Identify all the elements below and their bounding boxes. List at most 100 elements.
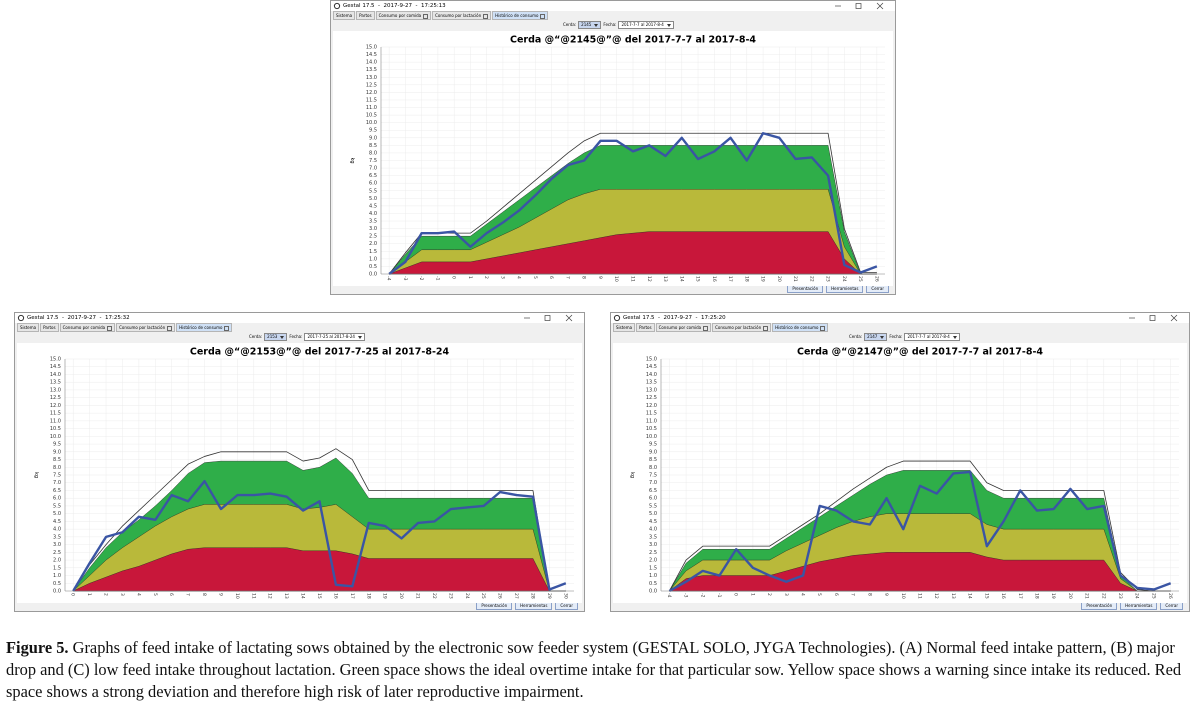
tab[interactable]: Consumo por comida — [59, 323, 116, 332]
tab-close[interactable] — [763, 325, 769, 331]
x-tick-label: 10 — [234, 593, 240, 599]
y-tick-label: 13.5 — [50, 380, 61, 386]
y-tick-label: 6.5 — [649, 488, 657, 494]
tab[interactable]: Partos — [356, 11, 375, 20]
x-tick-label: 6 — [833, 593, 839, 596]
button[interactable]: Presentación — [476, 602, 513, 610]
x-tick-label: 9 — [217, 593, 223, 596]
tab-label: Partos — [639, 325, 652, 330]
button[interactable]: Cerrar — [555, 602, 578, 610]
window-controls — [835, 2, 884, 10]
tab-close[interactable] — [167, 325, 173, 331]
tab-close[interactable] — [703, 325, 709, 331]
tab[interactable]: Consumo por lactación — [432, 11, 492, 20]
y-tick-label: 9.5 — [369, 128, 377, 134]
button[interactable]: Cerrar — [866, 285, 889, 293]
sow-select[interactable]: 2147 — [864, 333, 888, 341]
tab-close[interactable] — [483, 13, 489, 19]
y-tick-label: 1.5 — [369, 249, 377, 255]
x-tick-label: 25 — [857, 276, 863, 282]
x-tick-label: 2 — [103, 593, 109, 596]
x-tick-label: 26 — [497, 593, 503, 599]
y-tick-label: 6.0 — [649, 496, 657, 502]
close-button[interactable] — [565, 314, 573, 322]
tab-label: Sistema — [20, 325, 37, 330]
maximize-button[interactable] — [855, 3, 862, 9]
tab-close[interactable] — [540, 13, 546, 19]
y-tick-label: 13.5 — [646, 380, 657, 386]
tab-close[interactable] — [423, 13, 429, 19]
y-tick-label: 10.0 — [50, 434, 61, 440]
date-select[interactable]: 2017-7-25 al 2017-8-24 — [304, 333, 365, 341]
tab-label: Consumo por comida — [62, 325, 106, 330]
close-stroke — [1170, 314, 1178, 322]
tab[interactable]: Histórico de consumo — [176, 323, 233, 332]
y-tick-label: 5.5 — [649, 503, 657, 509]
y-tick-label: 2.5 — [369, 234, 377, 240]
sow-select[interactable]: 2145 — [578, 21, 602, 29]
x-tick-label: 20 — [398, 593, 404, 599]
y-tick-label: 11.0 — [646, 418, 657, 424]
x-tick-label: 16 — [332, 593, 338, 599]
date-select[interactable]: 2017-7-7 al 2017-8-4 — [618, 21, 674, 29]
window-title: Gestal 17.5 - 2017-9-27 - 17:25:13 — [343, 3, 446, 9]
sow-select[interactable]: 2153 — [264, 333, 288, 341]
close-button[interactable] — [876, 2, 884, 10]
y-tick-label: 9.0 — [53, 449, 61, 455]
dropdown-arrow — [666, 23, 671, 27]
tab-close[interactable] — [107, 325, 113, 331]
tab[interactable]: Consumo por comida — [655, 323, 712, 332]
x-tick-label: 17 — [349, 593, 355, 599]
button[interactable]: Herramientas — [1120, 602, 1158, 610]
y-tick-label: 14.0 — [366, 60, 377, 66]
x-tick-label: 20 — [776, 276, 782, 282]
close-button[interactable] — [1170, 314, 1178, 322]
figure-caption: Figure 5. Graphs of feed intake of lacta… — [6, 637, 1196, 703]
date-select[interactable]: 2017-7-7 al 2017-8-4 — [904, 333, 960, 341]
tab-strip: Sistema Partos Consumo por comida Consumo p… — [613, 323, 829, 332]
y-tick-label: 5.0 — [649, 511, 657, 517]
date-label: Fecha: — [889, 334, 903, 339]
x-tick-label: 22 — [808, 276, 814, 282]
button[interactable]: Presentación — [787, 285, 824, 293]
tab[interactable]: Sistema — [613, 323, 636, 332]
x-tick-label: 18 — [365, 593, 371, 599]
dropdown-arrow — [357, 335, 362, 339]
button[interactable]: Herramientas — [826, 285, 864, 293]
tab-close[interactable] — [224, 325, 230, 331]
tab[interactable]: Histórico de consumo — [492, 11, 549, 20]
tab[interactable]: Sistema — [333, 11, 356, 20]
y-tick-label: 1.5 — [649, 565, 657, 571]
maximize-button[interactable] — [544, 315, 551, 321]
button[interactable]: Herramientas — [515, 602, 553, 610]
y-tick-label: 3.5 — [649, 534, 657, 540]
y-tick-label: 4.5 — [369, 203, 377, 209]
icon-ring — [613, 314, 621, 322]
tab-label: Partos — [43, 325, 56, 330]
tab[interactable]: Consumo por comida — [375, 11, 432, 20]
x-tick-label: 12 — [646, 276, 652, 282]
y-tick-label: 11.5 — [646, 411, 657, 417]
date-value: 2017-7-7 al 2017-8-4 — [907, 334, 950, 339]
button[interactable]: Presentación — [1081, 602, 1118, 610]
tab[interactable]: Consumo por lactación — [712, 323, 772, 332]
tab[interactable]: Partos — [40, 323, 59, 332]
x-tick-label: -1 — [434, 276, 440, 281]
x-tick-label: 4 — [800, 593, 806, 596]
intake-line — [668, 470, 1172, 593]
button[interactable]: Cerrar — [1160, 602, 1183, 610]
app-icon — [613, 314, 621, 322]
tab[interactable]: Consumo por lactación — [116, 323, 176, 332]
tab[interactable]: Sistema — [17, 323, 40, 332]
x-tick-label: 3 — [119, 593, 125, 596]
app-icon — [17, 314, 25, 322]
tab[interactable]: Partos — [636, 323, 655, 332]
y-tick-label: 5.0 — [53, 511, 61, 517]
title-bar: Gestal 17.5 - 2017-9-27 - 17:25:32 — [15, 313, 584, 323]
x-tick-label: 21 — [415, 593, 421, 599]
x-tick-label: 17 — [1017, 593, 1023, 599]
tab[interactable]: Histórico de consumo — [772, 323, 829, 332]
tab-label: Sistema — [336, 13, 353, 18]
maximize-button[interactable] — [1149, 315, 1156, 321]
tab-close[interactable] — [820, 325, 826, 331]
